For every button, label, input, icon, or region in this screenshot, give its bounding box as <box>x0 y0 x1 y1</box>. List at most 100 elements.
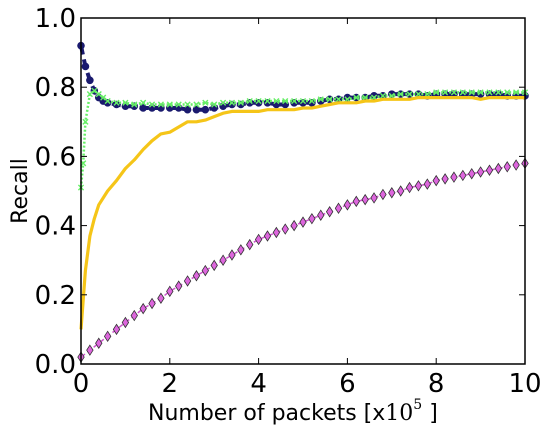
series-3-point-28 <box>325 206 334 218</box>
series-1-point-15 <box>175 101 182 108</box>
series-3-point-11 <box>175 280 183 292</box>
y-tick-label-2: 0.4 <box>35 212 76 242</box>
series-layer <box>77 41 529 363</box>
series-1-point-16 <box>184 101 191 108</box>
series-3-point-17 <box>228 249 236 261</box>
y-axis-label: Recall <box>8 158 33 224</box>
series-3-point-30 <box>343 199 352 211</box>
series-1-point-9 <box>122 99 129 106</box>
series-1-point-42 <box>415 91 422 98</box>
series-1-point-28 <box>291 97 298 105</box>
series-3 <box>77 157 529 363</box>
series-0-point-36 <box>370 92 378 100</box>
series-3-point-9 <box>157 292 165 305</box>
series-0-point-7 <box>112 100 121 109</box>
series-2 <box>79 95 525 330</box>
x-tick-label-1: 2 <box>162 369 179 399</box>
series-3-point-14 <box>201 264 209 277</box>
series-3-point-37 <box>405 181 414 194</box>
series-0-point-15 <box>183 105 192 114</box>
series-1-point-7 <box>104 97 111 105</box>
series-0 <box>77 41 529 114</box>
series-1-point-20 <box>219 99 227 106</box>
series-1-point-18 <box>202 99 209 106</box>
series-1-point-41 <box>406 91 413 98</box>
series-3-point-3 <box>103 330 112 343</box>
series-1-point-52 <box>504 89 511 96</box>
series-1-point-53 <box>513 89 520 96</box>
x-axis-label-prefix: Number of packets [x <box>148 401 385 426</box>
series-3-point-47 <box>494 162 503 175</box>
series-3-point-22 <box>272 226 281 239</box>
series-3-point-35 <box>388 186 396 199</box>
series-1-point-47 <box>459 89 466 96</box>
series-3-point-29 <box>334 202 343 215</box>
series-1-point-49 <box>477 89 484 96</box>
series-3-point-38 <box>414 180 423 192</box>
series-1-point-29 <box>299 97 307 105</box>
series-3-point-40 <box>432 174 440 187</box>
series-1-point-31 <box>317 96 324 103</box>
x-axis-label: Number of packets [x105 ] <box>148 397 438 426</box>
series-1-point-22 <box>237 99 244 106</box>
series-3-point-31 <box>352 195 360 208</box>
y-tick-label-1: 0.2 <box>35 281 76 311</box>
y-tick-label-4: 0.8 <box>35 73 76 103</box>
series-0-point-17 <box>201 105 210 114</box>
series-1-point-36 <box>362 94 369 101</box>
series-3-point-26 <box>308 212 316 225</box>
series-3-point-46 <box>485 164 494 176</box>
x-axis-label-base: 10 <box>385 401 413 426</box>
series-0-point-24 <box>263 98 272 107</box>
series-1-point-51 <box>495 89 502 96</box>
plot-frame <box>80 17 526 365</box>
series-0-point-2 <box>86 76 94 85</box>
series-3-point-19 <box>246 238 254 251</box>
series-3-point-32 <box>361 193 369 206</box>
series-3-point-44 <box>468 167 476 180</box>
series-3-point-33 <box>370 192 378 204</box>
x-tick-label-3: 6 <box>339 369 356 399</box>
series-1 <box>77 87 529 191</box>
series-1-point-46 <box>450 89 458 96</box>
series-3-point-7 <box>139 302 147 315</box>
series-3-point-23 <box>281 223 289 235</box>
x-tick-label-0: 0 <box>73 369 90 399</box>
series-3-point-15 <box>210 259 218 272</box>
series-1-point-13 <box>157 101 165 108</box>
series-1-point-8 <box>113 99 120 106</box>
series-3-point-48 <box>503 161 511 173</box>
series-3-point-13 <box>192 270 201 282</box>
series-1-point-40 <box>397 91 404 98</box>
series-1-point-10 <box>131 101 138 108</box>
series-1-point-26 <box>273 97 280 105</box>
series-3-point-27 <box>317 209 325 221</box>
series-1-point-35 <box>353 94 360 101</box>
series-1-point-43 <box>424 91 431 98</box>
y-tick-label-5: 1.0 <box>35 4 76 34</box>
series-1-point-30 <box>308 97 315 105</box>
series-1-point-2 <box>82 118 89 125</box>
y-tick-label-0: 0.0 <box>35 350 76 380</box>
series-1-point-21 <box>228 99 236 106</box>
series-3-point-18 <box>237 244 245 256</box>
series-1-point-12 <box>148 101 156 108</box>
series-1-point-19 <box>211 101 218 108</box>
x-tick-label-4: 8 <box>428 369 445 399</box>
series-1-point-25 <box>264 97 271 105</box>
series-1-point-45 <box>441 89 449 96</box>
series-3-point-36 <box>397 185 405 197</box>
series-0-point-18 <box>210 104 218 112</box>
series-1-point-24 <box>255 97 262 105</box>
series-3-point-8 <box>148 297 156 310</box>
series-3-point-34 <box>379 188 387 201</box>
series-1-point-27 <box>282 97 289 105</box>
x-tick-label-2: 4 <box>250 369 267 399</box>
series-1-point-17 <box>193 101 200 108</box>
series-0-point-10 <box>139 104 147 112</box>
series-3-point-24 <box>290 219 298 232</box>
y-tick-label-3: 0.6 <box>35 142 76 172</box>
series-3-point-43 <box>459 169 467 182</box>
x-axis-label-suffix: ] <box>422 401 438 426</box>
